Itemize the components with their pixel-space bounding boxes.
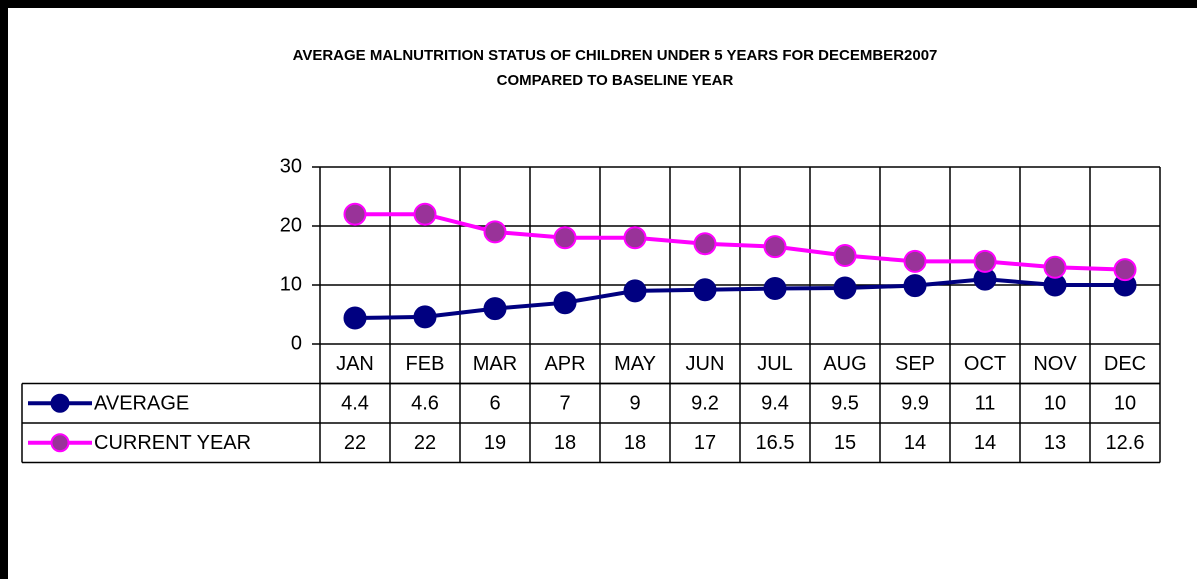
marker <box>413 305 437 329</box>
y-tick-label: 10 <box>280 273 302 295</box>
table-value: 13 <box>1044 432 1066 454</box>
legend-marker <box>50 433 70 453</box>
x-tick-label: NOV <box>1033 353 1077 375</box>
table-value: 9.5 <box>831 393 859 415</box>
table-value: 18 <box>554 432 576 454</box>
legend-label: AVERAGE <box>94 393 189 415</box>
table-value: 16.5 <box>756 432 795 454</box>
series-line <box>355 212 1126 272</box>
x-tick-label: JUL <box>757 353 793 375</box>
table-value: 22 <box>414 432 436 454</box>
marker <box>833 276 857 300</box>
table-value: 6 <box>489 393 500 415</box>
marker <box>1113 258 1137 282</box>
marker <box>1043 255 1067 279</box>
marker <box>693 232 717 256</box>
marker <box>693 278 717 302</box>
table-value: 18 <box>624 432 646 454</box>
table-value: 15 <box>834 432 856 454</box>
marker <box>973 249 997 273</box>
table-value: 11 <box>975 393 996 415</box>
marker <box>553 226 577 250</box>
table-value: 7 <box>559 393 570 415</box>
legend-marker <box>50 393 70 413</box>
chart-title: COMPARED TO BASELINE YEAR <box>497 72 734 89</box>
x-tick-label: OCT <box>964 353 1006 375</box>
table-value: 9.2 <box>691 393 719 415</box>
table-value: 10 <box>1114 393 1136 415</box>
table-value: 22 <box>344 432 366 454</box>
table-value: 14 <box>974 432 996 454</box>
frame-top <box>0 0 1197 8</box>
marker <box>833 244 857 267</box>
marker <box>763 235 787 259</box>
marker <box>623 279 647 303</box>
marker <box>763 277 787 301</box>
legend-label: CURRENT YEAR <box>94 432 251 454</box>
x-tick-label: AUG <box>823 353 866 375</box>
frame-left <box>0 0 8 579</box>
x-tick-label: JAN <box>336 353 374 375</box>
marker <box>903 274 927 298</box>
marker <box>343 306 367 330</box>
table-value: 9.9 <box>901 393 929 415</box>
chart-title: AVERAGE MALNUTRITION STATUS OF CHILDREN … <box>293 47 938 64</box>
x-tick-label: MAY <box>614 353 656 375</box>
table-value: 4.6 <box>411 393 439 415</box>
marker <box>413 202 437 226</box>
table-value: 17 <box>694 432 716 454</box>
x-tick-label: FEB <box>406 353 445 375</box>
table-value: 12.6 <box>1106 432 1145 454</box>
y-tick-label: 20 <box>280 214 302 236</box>
table-value: 19 <box>484 432 506 454</box>
marker <box>343 202 367 226</box>
table-value: 9 <box>629 393 640 415</box>
y-tick-label: 0 <box>291 332 302 354</box>
x-tick-label: APR <box>544 353 585 375</box>
table-value: 9.4 <box>761 393 789 415</box>
marker <box>623 226 647 250</box>
y-tick-label: 30 <box>280 155 302 177</box>
x-tick-label: DEC <box>1104 353 1146 375</box>
x-tick-label: MAR <box>473 353 517 375</box>
table-value: 14 <box>904 432 926 454</box>
table-value: 4.4 <box>341 393 369 415</box>
marker <box>903 249 927 273</box>
x-tick-label: JUN <box>686 353 725 375</box>
marker <box>553 291 577 315</box>
table-value: 10 <box>1044 393 1066 415</box>
x-tick-label: SEP <box>895 353 935 375</box>
marker <box>483 220 507 244</box>
series-line <box>354 277 1125 321</box>
marker <box>483 297 507 321</box>
